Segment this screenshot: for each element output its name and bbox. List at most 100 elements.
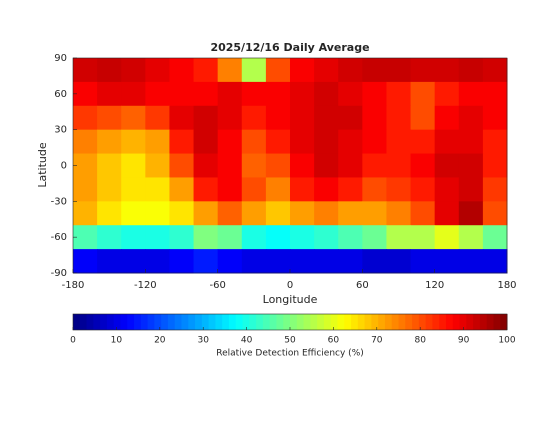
colorbar-swatch <box>290 314 298 330</box>
heat-cell <box>217 58 243 83</box>
heat-cell <box>121 58 146 83</box>
colorbar-swatch <box>445 314 454 330</box>
heat-cell <box>97 225 122 250</box>
colorbar-swatch <box>276 314 284 330</box>
heat-cell <box>193 81 219 107</box>
heat-cell <box>482 153 508 178</box>
heat-cell <box>169 249 195 274</box>
heat-cell <box>482 249 508 274</box>
colorbar-swatch <box>127 314 135 330</box>
colorbar-tick-label: 30 <box>197 336 209 346</box>
colorbar-tick-label: 100 <box>498 336 515 346</box>
x-tick-label: 120 <box>425 280 444 291</box>
heat-cell <box>97 153 122 178</box>
heat-cell <box>265 58 291 83</box>
colorbar-swatch <box>93 314 101 330</box>
colorbar-swatch <box>459 314 467 330</box>
colorbar-swatch <box>344 314 352 330</box>
heat-cell <box>145 58 170 83</box>
colorbar-swatch <box>493 314 501 330</box>
heat-cell <box>386 249 412 274</box>
heat-cell <box>434 225 460 250</box>
heat-cell <box>362 105 387 131</box>
colorbar-swatch <box>256 314 264 330</box>
heat-cell <box>97 201 122 226</box>
heat-cell <box>241 129 267 155</box>
heat-cell <box>314 105 339 131</box>
heat-cell <box>338 225 363 250</box>
heat-cell <box>290 249 315 274</box>
heat-cell <box>241 81 267 107</box>
x-tick-label: 0 <box>287 280 293 291</box>
colorbar-swatch <box>222 314 230 330</box>
y-tick-label: 30 <box>54 125 67 136</box>
heat-cell <box>169 58 195 83</box>
heat-cell <box>265 201 291 226</box>
colorbar-swatch <box>106 314 115 330</box>
heat-cell <box>121 201 146 226</box>
heat-cell <box>97 58 122 83</box>
heat-cell <box>386 225 412 250</box>
colorbar-tick-label: 80 <box>414 336 426 346</box>
heat-cell <box>73 225 98 250</box>
colorbar-tick-label: 20 <box>154 336 166 346</box>
heat-cell <box>265 225 291 250</box>
heat-cell <box>97 129 122 155</box>
heat-cell <box>145 249 170 274</box>
y-tick-label: -60 <box>51 232 67 243</box>
colorbar-swatch <box>439 314 447 330</box>
colorbar-swatch <box>486 314 494 330</box>
heat-cell <box>145 201 170 226</box>
colorbar-swatch <box>337 314 345 330</box>
colorbar-swatch <box>351 314 359 330</box>
colorbar-tick-label: 50 <box>284 336 296 346</box>
heat-cell <box>73 177 98 202</box>
heat-cell <box>482 201 508 226</box>
chart-title: 2025/12/16 Daily Average <box>210 41 369 54</box>
heat-cell <box>193 129 219 155</box>
heat-cell <box>265 105 291 131</box>
heat-cell <box>217 81 243 107</box>
y-tick-label: 0 <box>61 161 67 172</box>
heat-cell <box>314 249 339 274</box>
heat-cell <box>265 249 291 274</box>
heat-cell <box>362 129 387 155</box>
colorbar-tick-label: 10 <box>111 336 123 346</box>
heat-cell <box>458 153 484 178</box>
colorbar-swatch <box>391 314 399 330</box>
heat-cell <box>410 153 436 178</box>
heat-cell <box>97 81 122 107</box>
heat-cell <box>386 58 412 83</box>
heat-cell <box>386 81 412 107</box>
heat-cell <box>290 153 315 178</box>
colorbar-swatch <box>195 314 203 330</box>
colorbar-swatch <box>174 314 182 330</box>
heat-cell <box>458 249 484 274</box>
heat-cell <box>362 58 387 83</box>
heat-cell <box>145 129 170 155</box>
colorbar-swatch <box>134 314 142 330</box>
colorbar-swatch <box>228 314 237 330</box>
heat-cell <box>338 177 363 202</box>
heat-cell <box>193 201 219 226</box>
heat-cell <box>290 129 315 155</box>
heat-cell <box>434 81 460 107</box>
heat-cell <box>193 153 219 178</box>
heat-cell <box>73 129 98 155</box>
heat-cell <box>193 177 219 202</box>
colorbar-swatch <box>242 314 250 330</box>
heat-cell <box>169 105 195 131</box>
heat-cell <box>410 81 436 107</box>
colorbar-tick-label: 60 <box>328 336 340 346</box>
heat-cell <box>314 177 339 202</box>
colorbar-swatch <box>466 314 474 330</box>
colorbar-swatch <box>418 314 427 330</box>
heat-cell <box>362 81 387 107</box>
colorbar-swatch <box>296 314 305 330</box>
heat-cell <box>217 153 243 178</box>
colorbar-swatch <box>412 314 420 330</box>
colorbar-swatch <box>378 314 386 330</box>
colorbar-swatch <box>364 314 372 330</box>
heat-cell <box>265 177 291 202</box>
